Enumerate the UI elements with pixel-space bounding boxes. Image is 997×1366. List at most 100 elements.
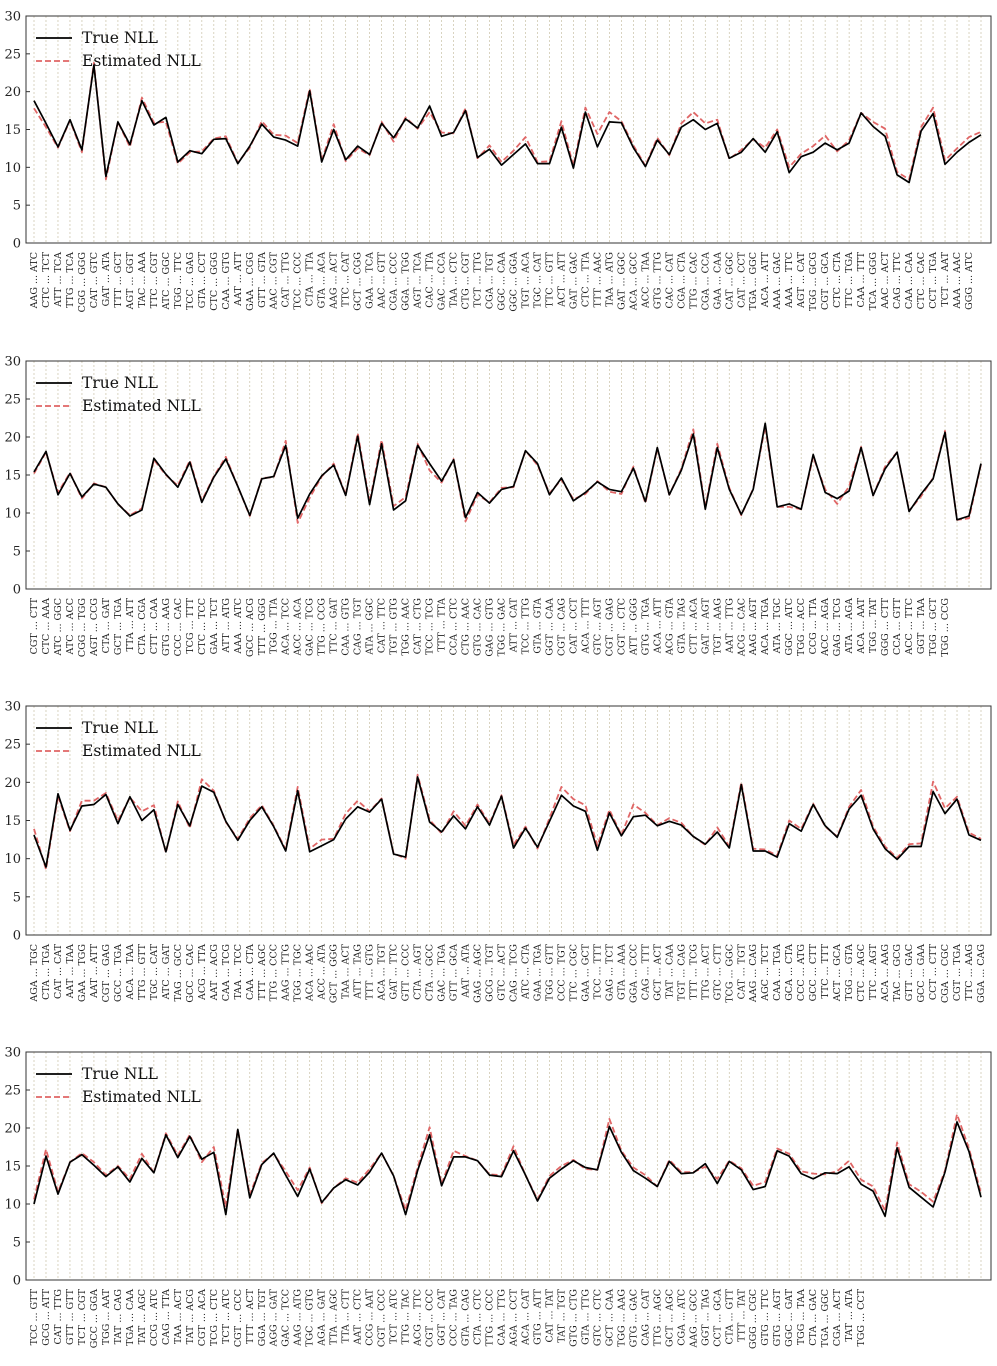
x-tick-label: TTT ... TAT <box>736 1288 747 1342</box>
x-tick-label: GTG ... CTG <box>568 1289 579 1347</box>
x-tick-label: AGC ... TCT <box>760 943 771 1001</box>
x-tick-label: AAC ... CGT <box>269 251 280 310</box>
legend-label-true-nll: True NLL <box>82 29 158 47</box>
x-tick-label: CTC ... TTA <box>580 252 591 307</box>
x-tick-label: CAA ... TGA <box>772 944 783 1001</box>
x-tick-label: AGA ... GAT <box>317 1288 328 1346</box>
x-tick-label: TAT ... CAG <box>113 1289 124 1344</box>
x-tick-label: GTC ... AGT <box>592 597 603 655</box>
series-line-estimated-nll <box>33 62 982 181</box>
x-tick-label: GTG ... TTC <box>760 1289 771 1346</box>
x-tick-label: GTA ... GTA <box>532 598 543 654</box>
x-tick-label: GCC ... GAA <box>916 944 927 1003</box>
legend-label-estimated-nll: Estimated NLL <box>82 1088 201 1106</box>
x-tick-label: GTG ... TGA <box>640 598 651 656</box>
x-tick-label: TCC ... TCG <box>425 598 436 655</box>
y-tick-label: 5 <box>13 890 21 905</box>
x-tick-label: TTC ... CGT <box>149 251 160 308</box>
x-tick-label: TTC ... TGA <box>844 252 855 308</box>
x-tick-label: GCG ... TGT <box>485 943 496 1001</box>
x-tick-label: TGG ... GCG <box>808 252 819 311</box>
x-tick-label: TGG ... TAT <box>868 597 879 653</box>
x-tick-label: TTG ... CCC <box>269 944 280 1001</box>
x-tick-label: CCA ... CTC <box>449 598 460 655</box>
x-tick-label: CAT ... CCT <box>568 597 579 654</box>
x-tick-label: TGC ... CAT <box>532 251 543 308</box>
x-tick-label: TGT ... AAG <box>712 598 723 655</box>
x-tick-label: TTT ... GTG <box>365 944 376 1000</box>
x-tick-label: AAT ... TTG <box>724 598 735 654</box>
x-tick-label: TGG ... CCG <box>940 598 951 657</box>
x-tick-label: AAC ... GTT <box>377 251 388 309</box>
legend-label-estimated-nll: Estimated NLL <box>82 397 201 415</box>
x-tick-label: TAT ... ACG <box>185 1289 196 1344</box>
x-tick-label: ATT ... TCA <box>53 252 64 308</box>
y-tick-label: 25 <box>4 47 21 62</box>
x-tick-label: CAT ... TGT <box>736 943 747 999</box>
x-tick-label: CCC ... TGT <box>556 943 567 1001</box>
x-tick-label: CAT ... CAT <box>53 943 64 999</box>
x-tick-label: CGT ... CTT <box>29 597 40 654</box>
x-tick-label: ACT ... ATT <box>556 251 567 307</box>
x-tick-label: TAT ... CAA <box>664 944 675 999</box>
x-tick-label: AAG ... TTG <box>281 944 292 1002</box>
x-tick-label: TGG ... ACC <box>796 598 807 656</box>
x-tick-label: GTA ... AAA <box>616 944 627 1000</box>
x-tick-label: TTC ... GAT <box>329 597 340 653</box>
x-tick-label: CGA ... CTA <box>676 252 687 309</box>
x-tick-label: TGT ... CAG <box>676 944 687 1001</box>
x-tick-label: GCC ... GGA <box>89 1289 100 1348</box>
x-tick-label: GCG ... ATT <box>41 1288 52 1345</box>
x-tick-label: TGA ... CAA <box>125 1289 136 1346</box>
x-tick-label: CGA ... CCA <box>700 252 711 310</box>
x-tick-label: AGA ... CCT <box>508 1288 519 1347</box>
x-tick-label: TTG ... CCG <box>317 598 328 656</box>
x-tick-label: TTA ... ATT <box>125 597 136 651</box>
x-tick-label: CTA ... AGT <box>413 943 424 999</box>
x-tick-label: CCG ... ATC <box>149 1289 160 1346</box>
x-tick-label: TAT ... TGT <box>556 1288 567 1343</box>
x-tick-label: CAC ... CAT <box>664 251 675 308</box>
x-tick-label: GTA ... TAG <box>676 598 687 654</box>
y-tick-label: 30 <box>4 10 21 25</box>
x-tick-label: TTG ... TCA <box>65 252 76 308</box>
x-tick-label: TGG ... GCT <box>928 597 939 655</box>
x-tick-label: CGT ... TGA <box>952 944 963 1001</box>
x-tick-label: GAG ... TCG <box>832 598 843 656</box>
x-tick-label: GGT ... TAA <box>916 598 927 654</box>
x-tick-label: GCC ... CAC <box>185 944 196 1003</box>
x-tick-label: TTT ... GCT <box>113 251 124 307</box>
x-tick-label: TTG ... TAC <box>401 1289 412 1344</box>
x-tick-label: TGG ... TGC <box>293 944 304 1002</box>
series-line-estimated-nll <box>33 425 982 524</box>
x-tick-label: TTC ... AGT <box>868 943 879 1000</box>
y-tick-label: 30 <box>4 700 21 715</box>
x-tick-label: CTA ... GCC <box>425 944 436 1001</box>
x-tick-label: CAA ... TTT <box>856 251 867 307</box>
x-tick-label: TCC ... GTT <box>29 1288 40 1345</box>
x-tick-label: GTG ... CAC <box>473 598 484 656</box>
y-tick-label: 15 <box>4 123 21 138</box>
x-tick-label: TGC ... GTG <box>305 1289 316 1347</box>
legend-label-true-nll: True NLL <box>82 1065 158 1083</box>
x-tick-label: GTG ... AAG <box>161 598 172 656</box>
x-tick-label: CGT ... CAG <box>556 598 567 656</box>
x-tick-label: TCC ... GAG <box>185 252 196 310</box>
plot-frame <box>25 1051 992 1281</box>
x-tick-label: TAA ... ATG <box>604 252 615 307</box>
x-tick-label: GTG ... AGT <box>772 1288 783 1346</box>
x-tick-label: ATT ... ATG <box>221 598 232 654</box>
y-tick-label: 25 <box>4 738 21 753</box>
x-tick-label: GCT ... CAA <box>604 1289 615 1346</box>
x-tick-label: AAC ... ACT <box>880 251 891 309</box>
x-tick-label: ACA ... AAG <box>880 944 891 1002</box>
x-tick-label: CGG ... TGG <box>77 598 88 657</box>
plot-frame <box>25 15 992 244</box>
x-tick-label: TTT ... AAC <box>592 252 603 307</box>
x-tick-label: CCG ... AAT <box>365 1288 376 1345</box>
x-tick-label: TCC ... CCC <box>293 252 304 310</box>
y-tick-label: 10 <box>4 1198 21 1213</box>
x-tick-label: GGC ... GGA <box>508 252 519 312</box>
x-tick-label: GCT ... CGG <box>353 252 364 311</box>
x-tick-label: CAC ... TTA <box>425 252 436 308</box>
